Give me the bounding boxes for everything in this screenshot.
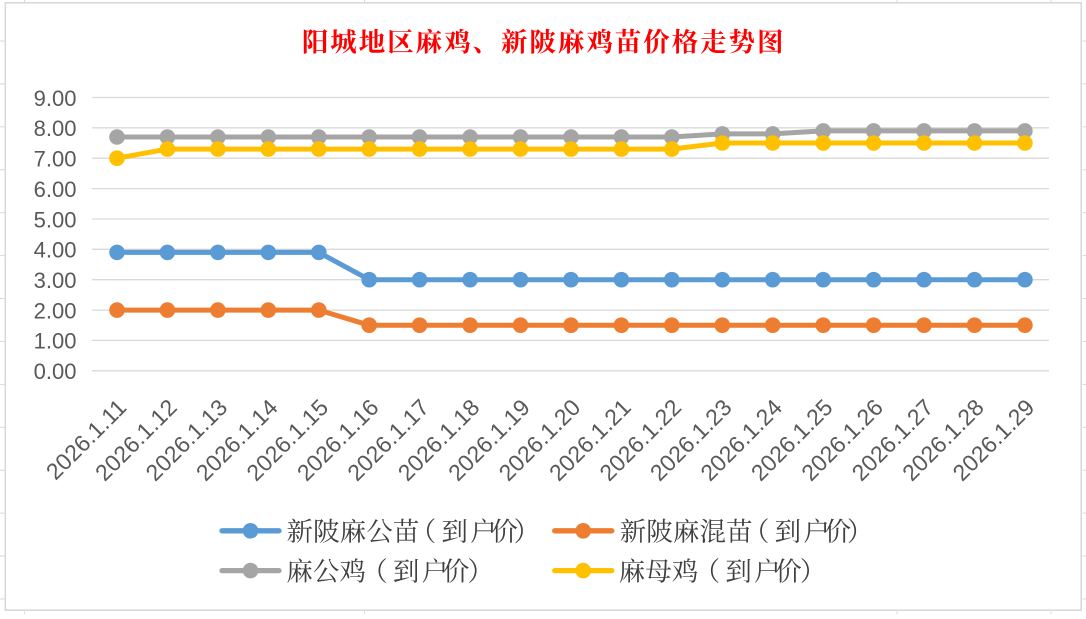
svg-text:9.00: 9.00 xyxy=(34,86,77,111)
svg-text:2.00: 2.00 xyxy=(34,298,77,323)
svg-text:7.00: 7.00 xyxy=(34,147,77,172)
svg-text:3.00: 3.00 xyxy=(34,268,77,293)
svg-text:0.00: 0.00 xyxy=(34,359,77,384)
svg-text:5.00: 5.00 xyxy=(34,207,77,232)
svg-text:1.00: 1.00 xyxy=(34,329,77,354)
svg-text:8.00: 8.00 xyxy=(34,116,77,141)
svg-text:6.00: 6.00 xyxy=(34,177,77,202)
svg-text:4.00: 4.00 xyxy=(34,238,77,263)
